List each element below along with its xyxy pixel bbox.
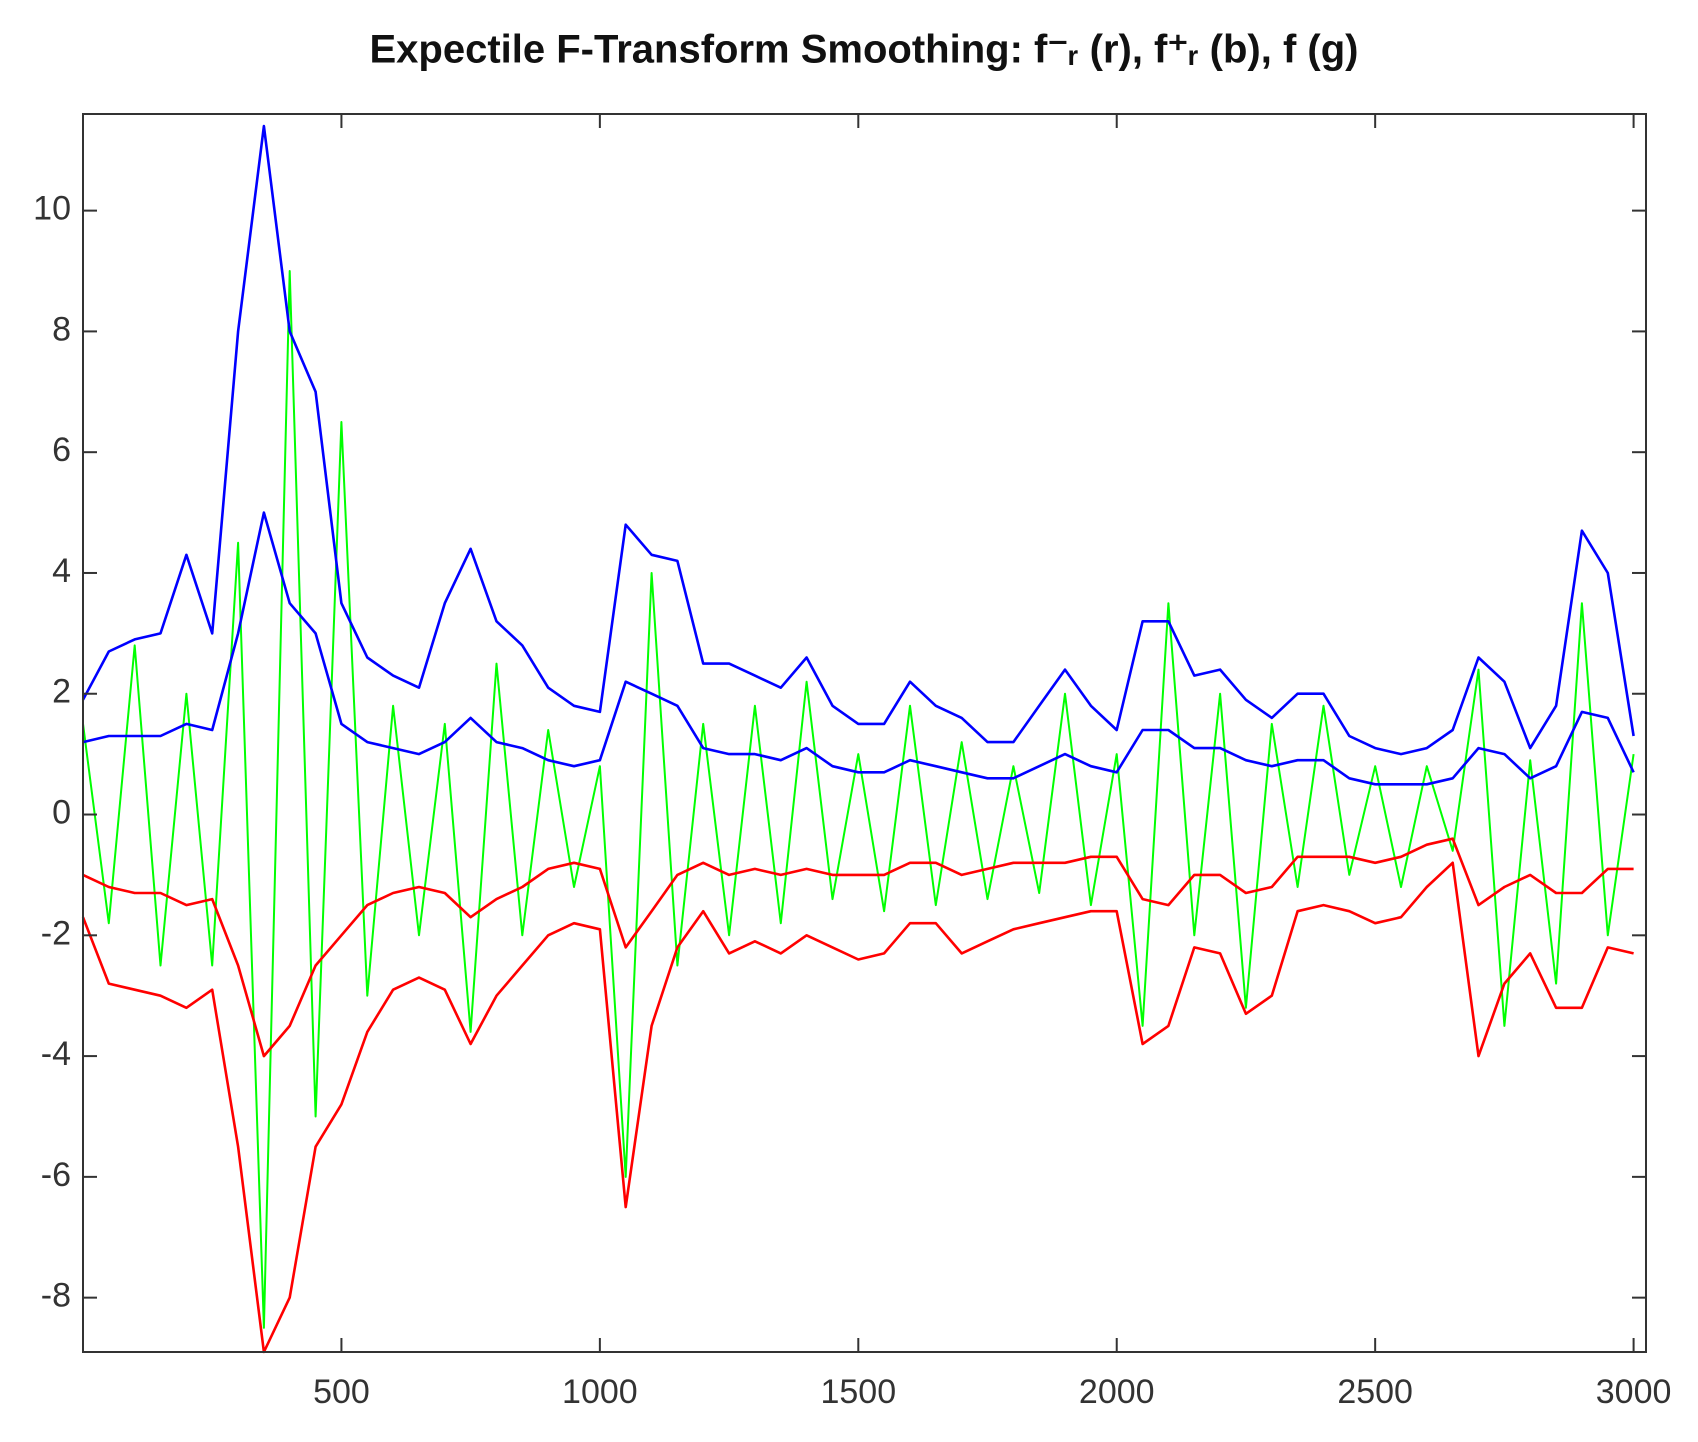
y-tick-label: 8 <box>52 310 71 348</box>
y-tick-label: -4 <box>41 1035 71 1073</box>
plot-area <box>83 114 1646 1352</box>
x-tick-label: 2000 <box>1079 1373 1155 1411</box>
x-tick-label: 500 <box>313 1373 370 1411</box>
y-tick-label: 4 <box>52 552 71 590</box>
series-line <box>82 270 1635 1329</box>
series-line <box>81 124 1635 756</box>
x-tick-label: 1500 <box>820 1373 896 1411</box>
y-tick-label: -6 <box>41 1156 71 1194</box>
series-line <box>81 861 1634 1354</box>
y-tick-label: -2 <box>41 914 71 952</box>
y-tick-label: 6 <box>52 431 71 469</box>
series-line <box>82 511 1635 786</box>
x-tick-label: 1000 <box>562 1373 638 1411</box>
y-tick-label: 2 <box>52 673 71 711</box>
x-tick-label: 2500 <box>1337 1373 1413 1411</box>
y-tick-label: 10 <box>33 190 71 228</box>
series-line <box>82 837 1634 1058</box>
y-tick-label: -8 <box>41 1277 71 1315</box>
plot-frame <box>82 113 1647 1353</box>
y-tick-label: 0 <box>52 794 71 832</box>
chart-title: Expectile F-Transform Smoothing: f⁻ᵣ (r)… <box>369 28 1358 72</box>
x-tick-label: 3000 <box>1596 1373 1672 1411</box>
